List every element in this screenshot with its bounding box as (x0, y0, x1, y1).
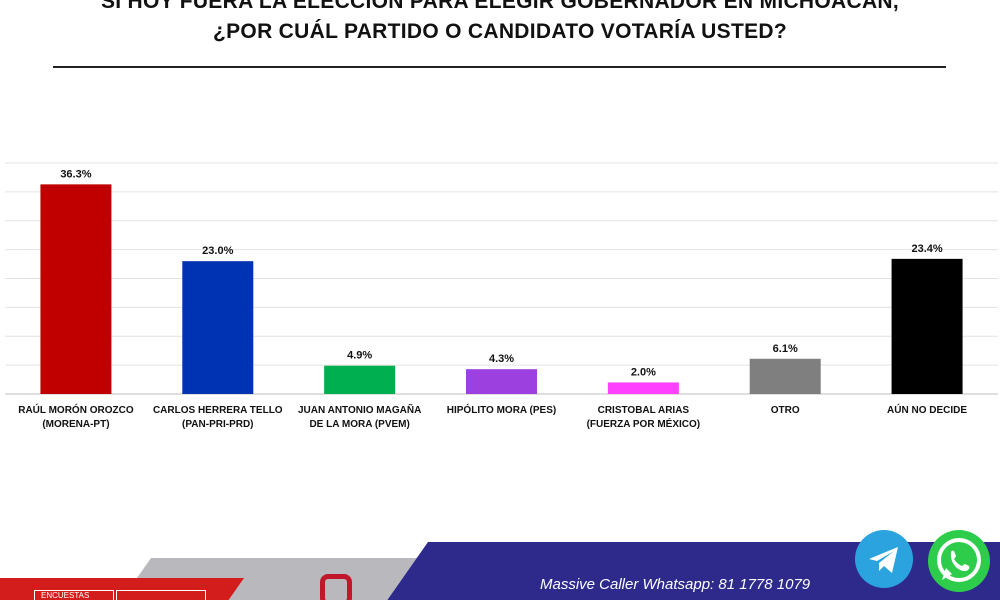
category-label-3: HIPÓLITO MORA (PES) (427, 404, 577, 418)
category-label-line: (MORENA-PT) (42, 419, 110, 430)
category-label-1: CARLOS HERRERA TELLO (PAN-PRI-PRD) (143, 404, 293, 432)
category-label-4: CRISTOBAL ARIAS (FUERZA POR MÉXICO) (568, 404, 718, 432)
chart-title-line1: SI HOY FUERA LA ELECCIÓN PARA ELEGIR GOB… (100, 0, 900, 13)
bar-3 (466, 369, 537, 394)
category-label-line: RAÚL MORÓN OROZCO (18, 405, 134, 416)
data-label-6: 23.4% (911, 243, 942, 255)
footer-banner: ENCUESTAS Massive Caller Whatsapp: 81 17… (0, 520, 1000, 600)
category-label-line: OTRO (770, 405, 800, 416)
footer-badge: ENCUESTAS (34, 590, 114, 600)
massive-caller-logo (320, 574, 352, 600)
data-label-3: 4.3% (489, 353, 514, 365)
whatsapp-icon[interactable] (928, 530, 990, 592)
category-label-line: JUAN ANTONIO MAGAÑA (297, 405, 422, 416)
data-label-1: 23.0% (202, 245, 233, 257)
category-label-line: (PAN-PRI-PRD) (182, 419, 254, 430)
bar-4 (607, 382, 679, 394)
bar-6 (891, 258, 963, 394)
title-divider (53, 66, 946, 68)
category-label-2: JUAN ANTONIO MAGAÑA DE LA MORA (PVEM) (285, 404, 435, 432)
bar-1 (182, 261, 254, 394)
category-label-line: CRISTOBAL ARIAS (597, 405, 690, 416)
bar-0 (40, 184, 112, 394)
category-label-line: HIPÓLITO MORA (PES) (446, 405, 557, 416)
category-label-line: DE LA MORA (PVEM) (309, 419, 410, 430)
category-label-line: (FUERZA POR MÉXICO) (586, 419, 701, 430)
footer-badge-box (116, 590, 206, 600)
telegram-glyph (869, 547, 898, 573)
bar-5 (749, 358, 821, 394)
bar-2 (324, 365, 396, 394)
data-label-2: 4.9% (347, 350, 372, 362)
data-label-0: 36.3% (60, 168, 91, 180)
data-label-5: 6.1% (773, 343, 798, 355)
whatsapp-glyph (937, 538, 981, 582)
category-label-line: CARLOS HERRERA TELLO (152, 405, 283, 416)
category-label-5: OTRO (710, 404, 860, 418)
telegram-icon[interactable] (855, 530, 913, 588)
category-label-6: AÚN NO DECIDE (852, 404, 1000, 418)
footer-whatsapp-text: Massive Caller Whatsapp: 81 1778 1079 (540, 576, 811, 593)
category-label-line: AÚN NO DECIDE (887, 405, 968, 416)
data-label-4: 2.0% (631, 366, 656, 378)
chart-title-line2: ¿POR CUÁL PARTIDO O CANDIDATO VOTARÍA US… (213, 20, 787, 43)
category-label-0: RAÚL MORÓN OROZCO (MORENA-PT) (1, 404, 151, 432)
